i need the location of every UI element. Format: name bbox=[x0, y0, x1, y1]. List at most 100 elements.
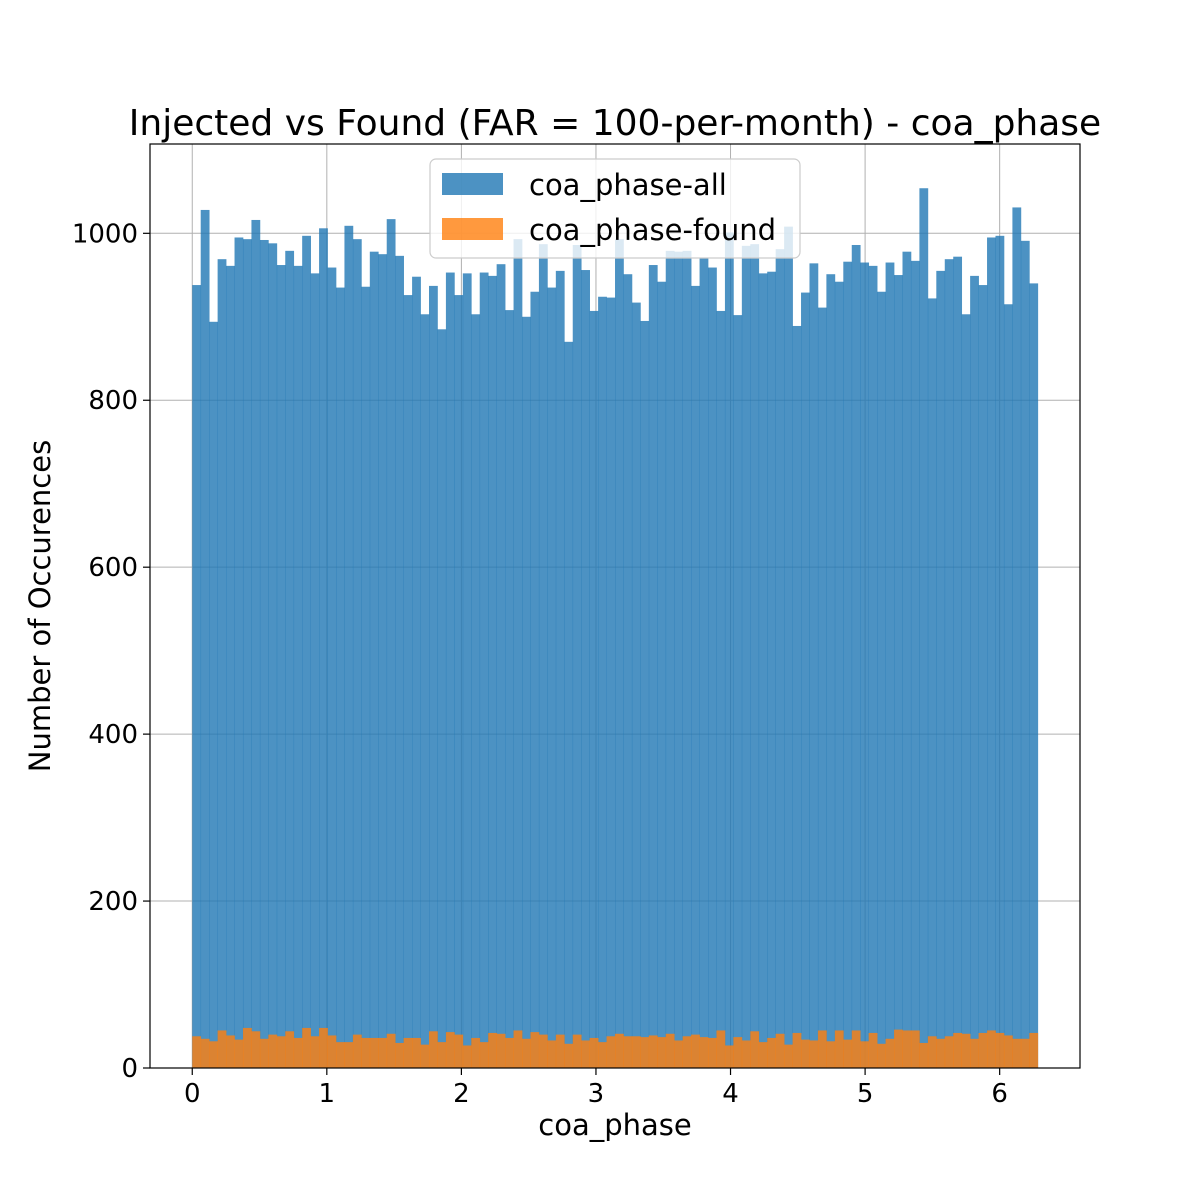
histogram-bar bbox=[987, 237, 996, 1068]
histogram-bar bbox=[335, 287, 345, 1068]
y-tick-label: 400 bbox=[88, 720, 138, 750]
histogram-bar bbox=[581, 270, 590, 1068]
histogram-bar bbox=[944, 259, 954, 1068]
histogram-bar bbox=[234, 1039, 244, 1068]
histogram-bar bbox=[944, 1036, 954, 1068]
histogram-bar bbox=[851, 244, 861, 1068]
histogram-bar bbox=[268, 243, 278, 1069]
histogram-bar bbox=[445, 1032, 455, 1068]
series-all bbox=[192, 188, 1039, 1069]
histogram-bar bbox=[834, 1030, 844, 1068]
histogram-bar bbox=[538, 244, 548, 1068]
histogram-bar bbox=[902, 251, 912, 1068]
histogram-bar bbox=[631, 1036, 641, 1068]
histogram-bar bbox=[488, 275, 497, 1069]
histogram-bar bbox=[961, 1033, 971, 1068]
histogram-bar bbox=[708, 1037, 717, 1068]
y-tick-label: 1000 bbox=[72, 219, 138, 249]
histogram-bar bbox=[978, 1032, 988, 1068]
histogram-bar bbox=[234, 237, 244, 1068]
histogram-bar bbox=[200, 1038, 210, 1068]
histogram-bar bbox=[750, 244, 760, 1068]
histogram-bar bbox=[767, 271, 777, 1069]
histogram-bar bbox=[505, 310, 514, 1068]
histogram-bar bbox=[192, 285, 202, 1068]
y-tick-label: 800 bbox=[88, 386, 138, 416]
histogram-bar bbox=[995, 1032, 1005, 1068]
histogram-bars bbox=[192, 188, 1039, 1069]
chart-title: Injected vs Found (FAR = 100-per-month) … bbox=[129, 103, 1101, 144]
histogram-bar bbox=[741, 245, 751, 1069]
histogram-bar bbox=[192, 1036, 202, 1068]
histogram-bar bbox=[741, 1040, 751, 1068]
histogram-bar bbox=[1020, 240, 1030, 1068]
histogram-bar bbox=[369, 251, 379, 1068]
histogram-bar bbox=[437, 1042, 447, 1068]
x-tick-label: 0 bbox=[184, 1079, 201, 1109]
histogram-bar bbox=[792, 1032, 802, 1068]
histogram-bar bbox=[953, 256, 963, 1068]
histogram-bar bbox=[674, 251, 684, 1068]
histogram-bar bbox=[293, 265, 303, 1068]
histogram-bar bbox=[403, 1037, 413, 1068]
histogram-bar bbox=[226, 1035, 235, 1068]
histogram-bar bbox=[1003, 304, 1013, 1069]
histogram-bar bbox=[885, 262, 895, 1068]
histogram-bar bbox=[310, 273, 320, 1068]
histogram-bar bbox=[242, 239, 252, 1068]
histogram-bar bbox=[868, 1032, 878, 1068]
legend-swatch-all bbox=[442, 173, 503, 195]
x-tick-label: 4 bbox=[722, 1079, 739, 1109]
histogram-bar bbox=[276, 265, 286, 1069]
histogram-bar bbox=[758, 273, 768, 1068]
histogram-bar bbox=[352, 239, 362, 1068]
legend-label-all: coa_phase-all bbox=[529, 168, 727, 202]
histogram-bar bbox=[927, 1036, 937, 1068]
histogram-bar bbox=[809, 1040, 819, 1068]
histogram-bar bbox=[623, 274, 633, 1068]
x-tick-label: 2 bbox=[453, 1079, 470, 1109]
histogram-bar bbox=[251, 1031, 261, 1068]
x-axis-ticks: 0 1 2 3 4 5 6 bbox=[184, 1068, 1008, 1109]
histogram-bar bbox=[412, 276, 421, 1068]
histogram-bar bbox=[970, 1038, 979, 1068]
histogram-bar bbox=[894, 275, 903, 1068]
histogram-bar bbox=[319, 228, 328, 1068]
histogram-bar bbox=[513, 239, 523, 1068]
histogram-bar bbox=[209, 1041, 218, 1068]
histogram-bar bbox=[801, 1039, 810, 1068]
histogram-bar bbox=[648, 265, 658, 1069]
histogram-bar bbox=[648, 1035, 658, 1068]
histogram-bar bbox=[758, 1042, 768, 1068]
histogram-bar bbox=[488, 1032, 497, 1068]
histogram-bar bbox=[589, 310, 599, 1068]
histogram-bar bbox=[285, 250, 295, 1069]
histogram-bar bbox=[395, 255, 404, 1068]
histogram-bar bbox=[894, 1029, 903, 1068]
histogram-bar bbox=[395, 1042, 404, 1068]
histogram-bar bbox=[1003, 1035, 1013, 1068]
histogram-bar bbox=[200, 209, 210, 1069]
x-axis-label: coa_phase bbox=[538, 1108, 691, 1142]
axes bbox=[149, 143, 1081, 1069]
histogram-bar bbox=[555, 1034, 565, 1068]
histogram-bar bbox=[809, 263, 819, 1068]
histogram-bar bbox=[522, 316, 531, 1068]
histogram-bar bbox=[817, 1030, 827, 1068]
legend: coa_phase-all coa_phase-found bbox=[429, 158, 801, 259]
histogram-bar bbox=[352, 1034, 362, 1068]
histogram-bar bbox=[801, 292, 810, 1068]
histogram-bar bbox=[843, 261, 853, 1069]
histogram-bar bbox=[1029, 1032, 1039, 1068]
histogram-bar bbox=[927, 298, 937, 1068]
histogram-bar bbox=[471, 314, 481, 1068]
histogram-bar bbox=[640, 1037, 650, 1068]
histogram-bar bbox=[750, 1031, 760, 1068]
histogram-bar bbox=[708, 267, 717, 1068]
histogram-bar bbox=[420, 314, 430, 1068]
histogram-bar bbox=[657, 281, 667, 1068]
histogram-bar bbox=[496, 264, 506, 1068]
histogram-bar bbox=[420, 1044, 430, 1068]
y-tick-label: 600 bbox=[88, 553, 138, 583]
histogram-bar bbox=[344, 1042, 354, 1068]
